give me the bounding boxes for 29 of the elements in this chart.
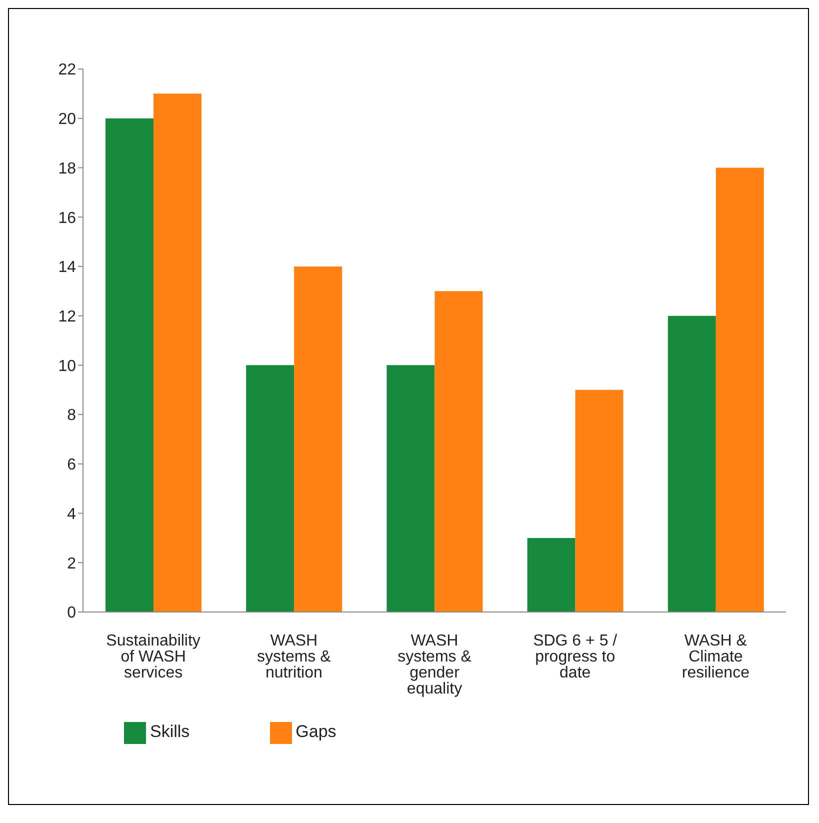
y-tick-label: 8 — [67, 407, 76, 424]
legend-label: Gaps — [296, 722, 336, 742]
bar — [668, 316, 716, 612]
y-tick-label: 22 — [58, 62, 76, 79]
bar — [153, 94, 202, 612]
bar — [575, 390, 624, 612]
y-tick-label: 0 — [67, 604, 76, 622]
y-tick-label: 14 — [58, 259, 76, 276]
y-tick-label: 18 — [58, 160, 76, 178]
bar — [716, 168, 764, 612]
bar — [105, 118, 154, 612]
x-tick-label: WASH systems & nutrition — [257, 632, 332, 682]
bar — [434, 291, 483, 612]
y-tick-label: 4 — [67, 506, 76, 523]
x-tick-label: SDG 6 + 5 / progress to date — [533, 632, 618, 682]
y-tick-label: 16 — [58, 210, 76, 227]
y-tick-label: 20 — [58, 111, 76, 128]
legend-label: Skills — [150, 722, 190, 742]
bar — [294, 266, 342, 612]
x-tick-label: Sustainability of WASH services — [106, 632, 200, 682]
y-tick-label: 10 — [58, 358, 76, 375]
y-tick-label: 6 — [67, 456, 76, 474]
y-tick-label: 12 — [58, 308, 76, 326]
bar — [246, 365, 294, 612]
y-tick-label: 2 — [67, 555, 76, 572]
bar — [527, 538, 576, 612]
x-tick-label: WASH & Climate resilience — [682, 632, 750, 682]
bar — [386, 365, 435, 612]
x-tick-label: WASH systems & gender equality — [398, 632, 472, 698]
